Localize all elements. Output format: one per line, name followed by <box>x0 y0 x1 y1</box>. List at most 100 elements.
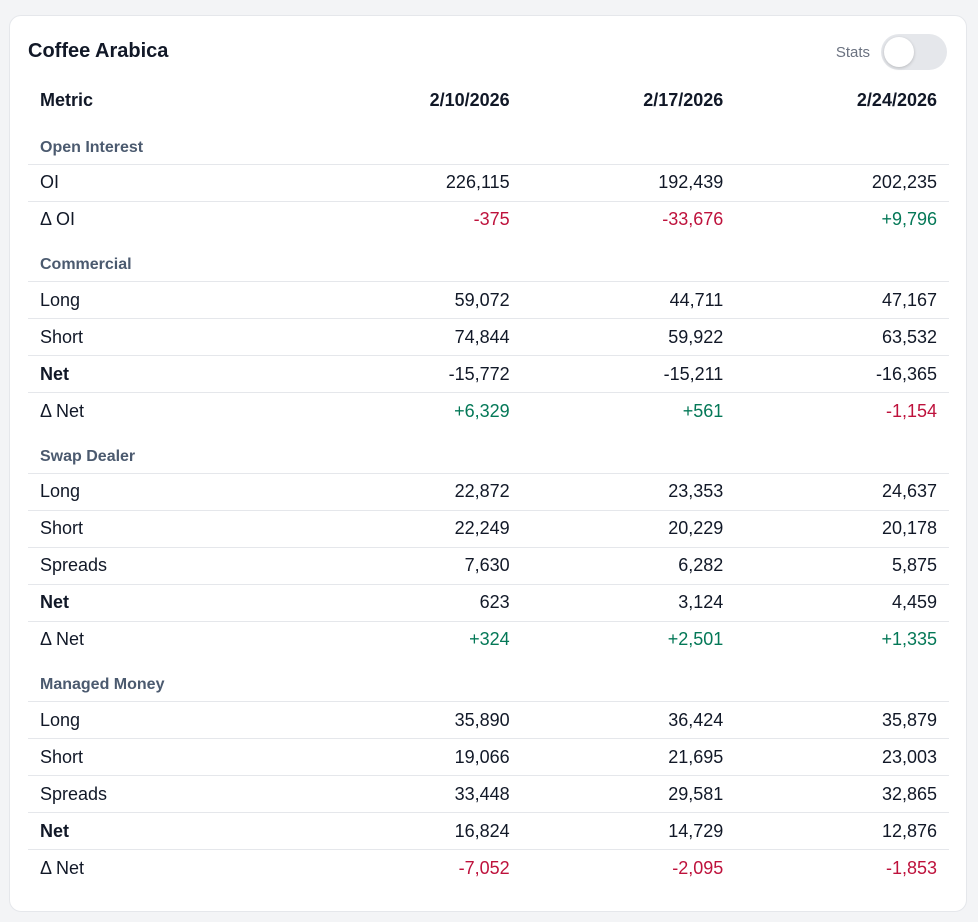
table-row: Δ Net +324 +2,501 +1,335 <box>28 620 949 658</box>
table-cell: 32,865 <box>735 775 949 813</box>
row-label: Δ OI <box>28 200 308 238</box>
row-label: Short <box>28 318 308 356</box>
table-cell: 20,229 <box>521 509 736 547</box>
row-label: Net <box>28 355 308 393</box>
table-row: Spreads 7,630 6,282 5,875 <box>28 546 949 584</box>
section-label: Open Interest <box>40 138 144 156</box>
section-row: Managed Money <box>28 658 949 702</box>
table-cell: 14,729 <box>521 812 736 850</box>
table-cell: 3,124 <box>521 583 736 621</box>
table-cell: +1,335 <box>735 620 949 658</box>
table-cell: -1,154 <box>735 392 949 429</box>
header-date-1: 2/10/2026 <box>429 89 510 110</box>
table-cell: -1,853 <box>735 849 949 886</box>
table-row: Short 22,249 20,229 20,178 <box>28 509 949 547</box>
table-cell: +324 <box>308 620 522 658</box>
card-title: Coffee Arabica <box>28 40 169 62</box>
table-cell: 623 <box>308 583 522 621</box>
table-cell: +9,796 <box>735 200 949 238</box>
table-cell: 202,235 <box>735 163 949 201</box>
table-row: Net 16,824 14,729 12,876 <box>28 812 949 850</box>
stats-toggle[interactable] <box>881 34 947 70</box>
table-header: Metric 2/10/2026 2/17/2026 2/24/2026 <box>28 80 949 120</box>
section-row: Commercial <box>28 238 949 282</box>
row-label: Short <box>28 738 308 776</box>
table-cell: 33,448 <box>308 775 522 813</box>
header-row: Metric 2/10/2026 2/17/2026 2/24/2026 <box>28 80 949 120</box>
row-label: Δ Net <box>28 620 308 658</box>
table-cell: +561 <box>521 392 736 429</box>
header-metric: Metric <box>40 89 94 110</box>
stats-toggle-group: Stats <box>836 34 947 70</box>
table-cell: 12,876 <box>735 812 949 850</box>
table-row: OI 226,115 192,439 202,235 <box>28 163 949 201</box>
table-cell: 5,875 <box>735 546 949 584</box>
table-body: Open Interest OI 226,115 192,439 202,235 Δ OI… <box>28 120 949 886</box>
row-label: Spreads <box>28 546 308 584</box>
stats-toggle-knob <box>884 37 914 67</box>
row-label: Spreads <box>28 775 308 813</box>
table-cell: 35,890 <box>308 701 522 739</box>
header-date-3: 2/24/2026 <box>856 89 937 110</box>
table-cell: 36,424 <box>521 701 736 739</box>
table-cell: 7,630 <box>308 546 522 584</box>
row-label: OI <box>28 163 308 201</box>
table-cell: -2,095 <box>521 849 736 886</box>
row-label: Net <box>28 812 308 850</box>
table-cell: 63,532 <box>735 318 949 356</box>
stats-label: Stats <box>835 43 870 61</box>
table-row: Long 59,072 44,711 47,167 <box>28 281 949 319</box>
table-cell: -15,211 <box>521 355 736 393</box>
table-cell: 44,711 <box>521 281 736 319</box>
table-cell: 4,459 <box>735 583 949 621</box>
table-cell: 19,066 <box>308 738 522 776</box>
table-cell: 59,922 <box>521 318 736 356</box>
table-cell: 20,178 <box>735 509 949 547</box>
table-cell: -15,772 <box>308 355 522 393</box>
cot-card: Coffee Arabica Stats Metric 2/10/2026 2/… <box>9 15 967 912</box>
table-row: Net 623 3,124 4,459 <box>28 583 949 621</box>
table-row: Net -15,772 -15,211 -16,365 <box>28 355 949 393</box>
section-row: Swap Dealer <box>28 429 949 473</box>
table-cell: +6,329 <box>308 392 522 429</box>
section-label: Managed Money <box>40 676 165 693</box>
row-label: Long <box>28 281 308 319</box>
table-row: Spreads 33,448 29,581 32,865 <box>28 775 949 813</box>
row-label: Δ Net <box>28 392 308 429</box>
table-cell: -33,676 <box>521 200 736 238</box>
positions-table: Metric 2/10/2026 2/17/2026 2/24/2026 Ope… <box>28 80 949 886</box>
table-cell: 16,824 <box>308 812 522 850</box>
row-label: Long <box>28 701 308 739</box>
row-label: Net <box>28 583 308 621</box>
table-cell: +2,501 <box>521 620 736 658</box>
section-label: Swap Dealer <box>40 447 136 465</box>
table-cell: 23,353 <box>521 472 736 510</box>
section-row: Open Interest <box>28 120 949 164</box>
table-row: Long 35,890 36,424 35,879 <box>28 701 949 739</box>
row-label: Long <box>28 472 308 510</box>
table-cell: 29,581 <box>521 775 736 813</box>
table-cell: 24,637 <box>735 472 949 510</box>
table-row: Δ Net +6,329 +561 -1,154 <box>28 392 949 429</box>
table-cell: 35,879 <box>735 701 949 739</box>
table-cell: -375 <box>308 200 522 238</box>
table-cell: -16,365 <box>735 355 949 393</box>
table-cell: 22,249 <box>308 509 522 547</box>
row-label: Short <box>28 509 308 547</box>
table-row: Short 19,066 21,695 23,003 <box>28 738 949 776</box>
table-cell: -7,052 <box>308 849 522 886</box>
section-label: Commercial <box>40 256 132 273</box>
table-cell: 47,167 <box>735 281 949 319</box>
table-cell: 59,072 <box>308 281 522 319</box>
table-cell: 192,439 <box>521 163 736 201</box>
table-cell: 74,844 <box>308 318 522 356</box>
table-cell: 23,003 <box>735 738 949 776</box>
table-cell: 22,872 <box>308 472 522 510</box>
table-cell: 21,695 <box>521 738 736 776</box>
table-row: Short 74,844 59,922 63,532 <box>28 318 949 356</box>
table-cell: 226,115 <box>308 163 522 201</box>
table-cell: 6,282 <box>521 546 736 584</box>
header-date-2: 2/17/2026 <box>643 89 724 110</box>
table-row: Long 22,872 23,353 24,637 <box>28 472 949 510</box>
table-row: Δ Net -7,052 -2,095 -1,853 <box>28 849 949 886</box>
